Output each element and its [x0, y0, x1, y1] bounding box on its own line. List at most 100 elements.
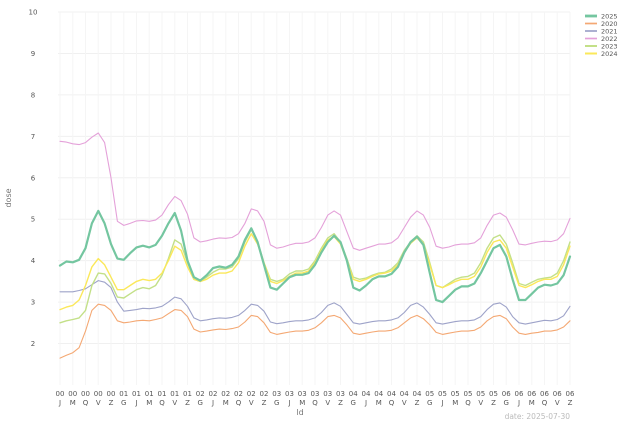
- x-tick-label: 04: [374, 390, 383, 398]
- y-tick-label: 3: [31, 299, 35, 307]
- x-tick-label: 05: [425, 390, 434, 398]
- x-tick-label: J: [211, 399, 214, 407]
- x-tick-label: M: [376, 399, 382, 407]
- x-tick-label: M: [452, 399, 458, 407]
- x-tick-label: G: [504, 399, 509, 407]
- y-axis-label: dose: [4, 188, 13, 207]
- x-tick-label: M: [70, 399, 76, 407]
- x-tick-label: 05: [489, 390, 498, 398]
- y-tick-label: 6: [31, 174, 36, 182]
- x-tick-label: Q: [312, 399, 318, 407]
- x-tick-label: 06: [527, 390, 536, 398]
- x-tick-label: 03: [285, 390, 294, 398]
- series-line-2022: [59, 132, 571, 251]
- x-tick-label: 03: [298, 390, 307, 398]
- x-tick-label: 06: [540, 390, 549, 398]
- x-tick-label: 05: [476, 390, 485, 398]
- x-tick-label: 05: [438, 390, 447, 398]
- x-tick-label: Q: [83, 399, 89, 407]
- x-tick-label: V: [325, 399, 330, 407]
- x-tick-label: J: [287, 399, 290, 407]
- series-line-2021: [59, 280, 571, 325]
- x-tick-label: M: [529, 399, 535, 407]
- x-tick-label: V: [402, 399, 407, 407]
- x-tick-label: 03: [311, 390, 320, 398]
- x-tick-label: Z: [568, 399, 573, 407]
- x-tick-label: 03: [323, 390, 332, 398]
- x-tick-label: Z: [185, 399, 190, 407]
- x-tick-labels: 00J00M00Q00V00Z01G01J01M01Q01V01Z02G02J0…: [56, 390, 575, 407]
- x-tick-label: M: [146, 399, 152, 407]
- legend-label-2025: 2025: [601, 12, 618, 20]
- x-tick-label: 02: [260, 390, 269, 398]
- x-tick-label: J: [58, 399, 61, 407]
- x-tick-label: Q: [465, 399, 471, 407]
- x-tick-label: G: [274, 399, 279, 407]
- x-tick-label: Z: [109, 399, 114, 407]
- x-tick-label: 06: [553, 390, 562, 398]
- x-tick-label: Q: [389, 399, 395, 407]
- y-tick-label: 5: [31, 216, 35, 224]
- x-tick-label: M: [299, 399, 305, 407]
- x-tick-label: 05: [464, 390, 473, 398]
- x-tick-label: V: [172, 399, 177, 407]
- x-tick-label: J: [134, 399, 137, 407]
- x-tick-label: 04: [387, 390, 396, 398]
- x-tick-label: 01: [145, 390, 154, 398]
- x-tick-label: V: [555, 399, 560, 407]
- x-tick-label: 00: [94, 390, 103, 398]
- x-tick-label: 02: [234, 390, 243, 398]
- x-tick-label: J: [440, 399, 443, 407]
- series-line-2025: [58, 209, 572, 304]
- x-tick-label: G: [198, 399, 203, 407]
- x-tick-label: 00: [68, 390, 77, 398]
- x-tick-label: V: [478, 399, 483, 407]
- x-tick-label: 06: [502, 390, 511, 398]
- series-lines: [58, 132, 572, 359]
- x-tick-label: 00: [81, 390, 90, 398]
- x-tick-label: 02: [196, 390, 205, 398]
- x-tick-label: 04: [362, 390, 371, 398]
- x-tick-label: 02: [209, 390, 218, 398]
- x-axis-label: ld: [296, 408, 303, 417]
- x-tick-label: 04: [413, 390, 422, 398]
- legend-label-2024: 2024: [601, 50, 618, 58]
- x-tick-label: 01: [158, 390, 167, 398]
- y-tick-label: 4: [31, 257, 36, 265]
- x-tick-label: Z: [338, 399, 343, 407]
- x-tick-label: Q: [542, 399, 548, 407]
- x-tick-label: 02: [221, 390, 230, 398]
- legend-label-2021: 2021: [601, 27, 618, 35]
- x-tick-label: Q: [236, 399, 242, 407]
- series-line-2020: [59, 303, 571, 359]
- y-tick-labels: 2 3 4 5 6 7 8 9 10: [29, 9, 38, 349]
- x-tick-label: G: [427, 399, 432, 407]
- x-tick-label: 05: [451, 390, 460, 398]
- x-tick-label: 03: [272, 390, 281, 398]
- x-tick-label: 01: [119, 390, 128, 398]
- x-tick-label: 04: [349, 390, 358, 398]
- y-tick-label: 8: [31, 91, 35, 99]
- x-tick-label: 01: [183, 390, 192, 398]
- x-tick-label: Z: [491, 399, 496, 407]
- legend-label-2023: 2023: [601, 42, 618, 50]
- footer-date: date: 2025-07-30: [505, 412, 571, 421]
- x-tick-label: M: [223, 399, 229, 407]
- x-tick-label: V: [96, 399, 101, 407]
- x-tick-label: Q: [159, 399, 165, 407]
- y-tick-label: 10: [29, 9, 38, 17]
- y-tick-label: 7: [31, 133, 35, 141]
- legend-label-2022: 2022: [601, 35, 618, 43]
- legend-label-2020: 2020: [601, 20, 618, 28]
- y-tick-label: 9: [31, 50, 35, 58]
- x-tick-label: 02: [247, 390, 256, 398]
- x-tick-label: 03: [336, 390, 345, 398]
- grid-lines: [58, 11, 571, 385]
- x-tick-label: J: [517, 399, 520, 407]
- x-tick-label: J: [364, 399, 367, 407]
- x-tick-label: G: [351, 399, 356, 407]
- x-tick-label: G: [121, 399, 126, 407]
- x-tick-label: 01: [170, 390, 179, 398]
